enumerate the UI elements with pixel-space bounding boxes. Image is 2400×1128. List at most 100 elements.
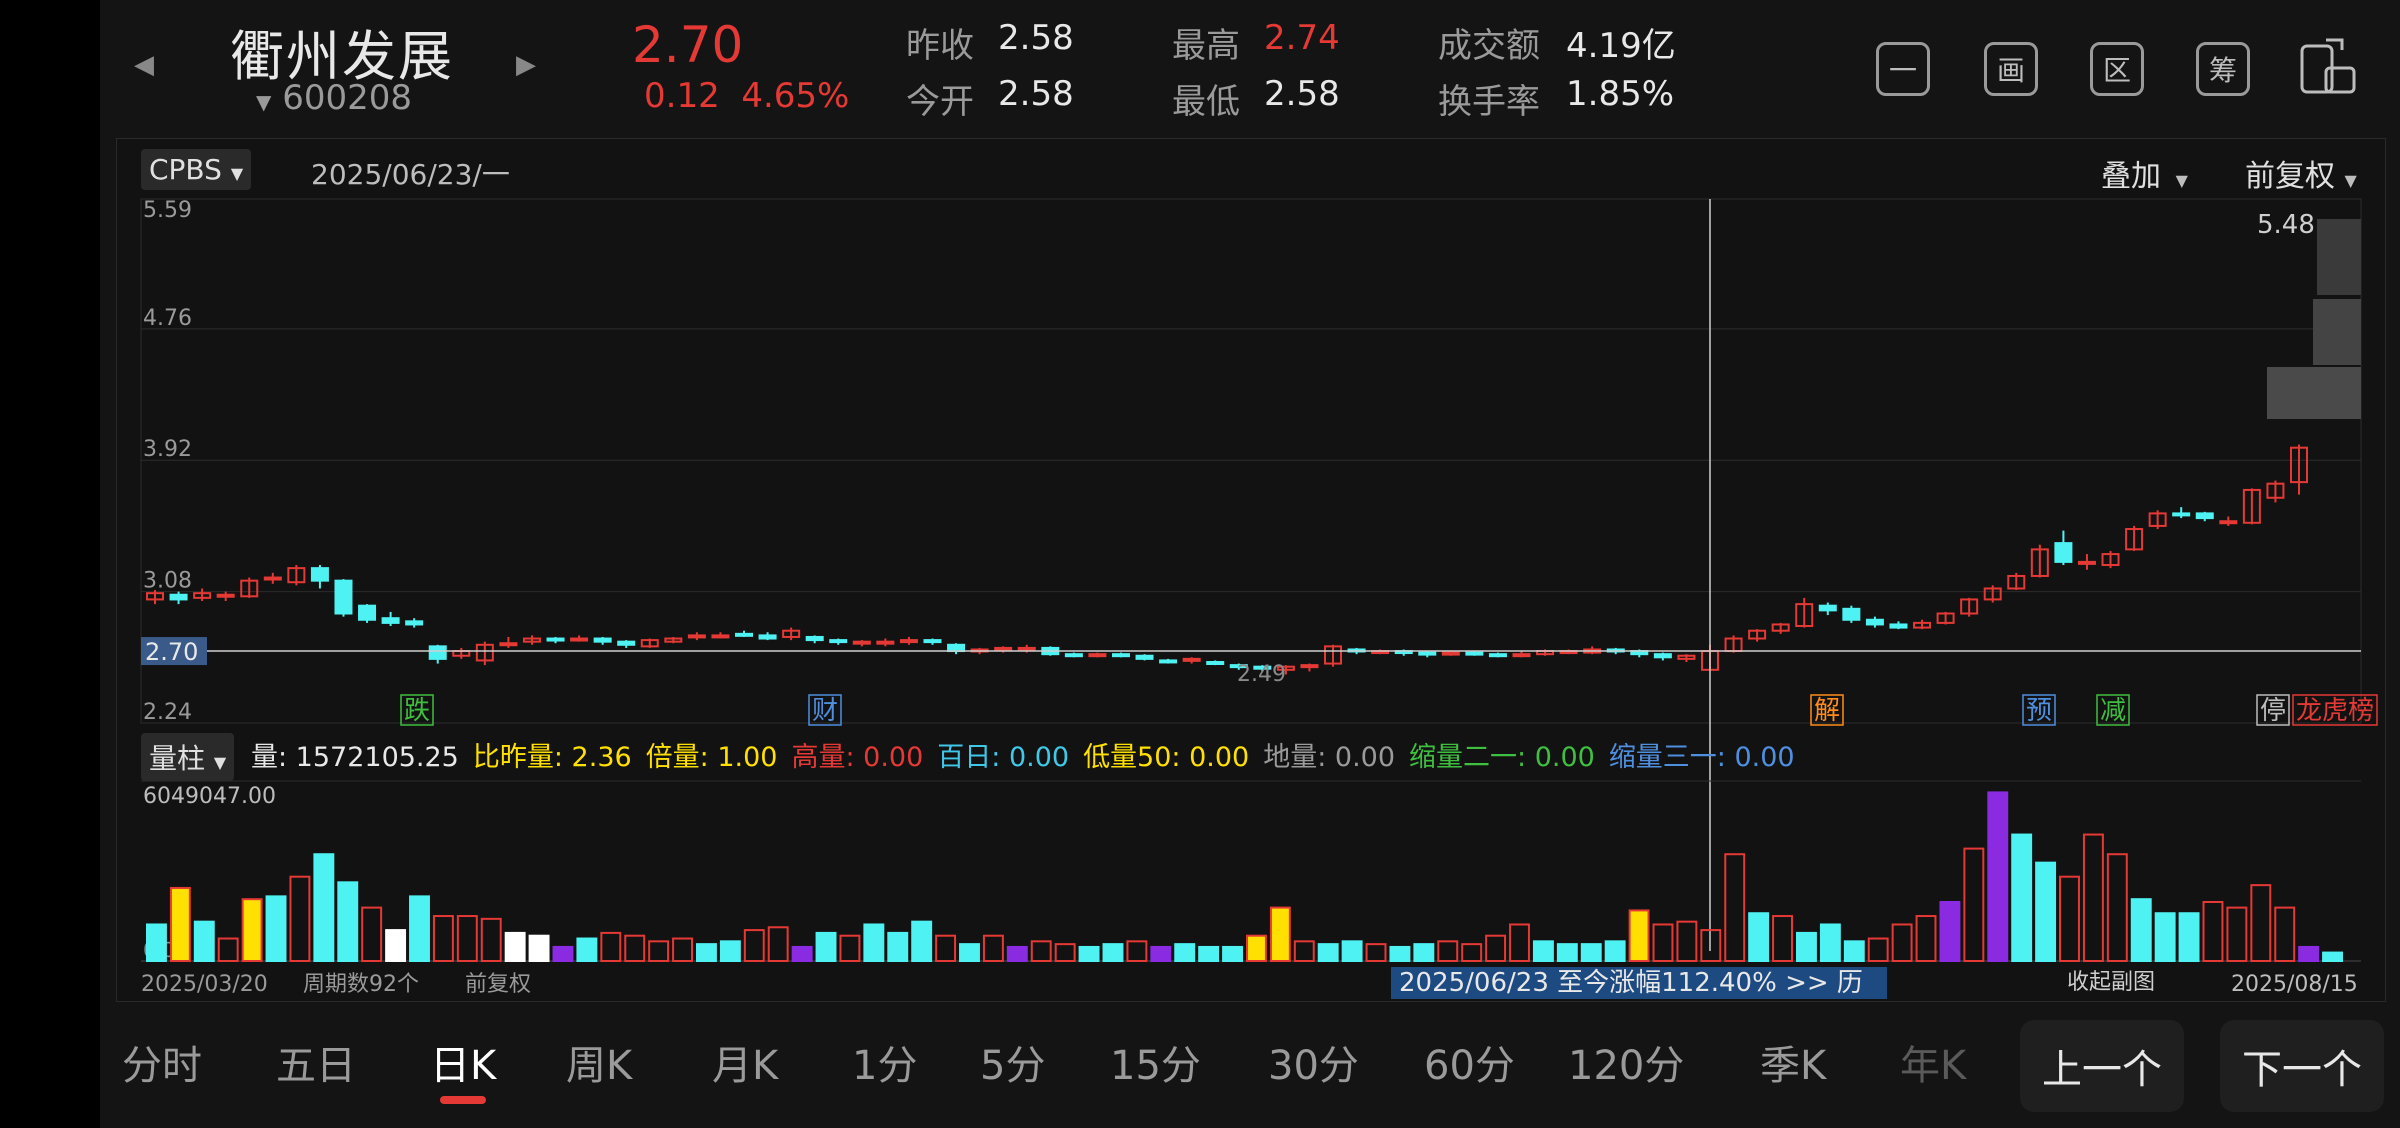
candle-body <box>1182 657 1201 662</box>
volume-bar <box>696 943 717 963</box>
candle-body <box>617 640 636 646</box>
candle-body <box>1206 660 1225 665</box>
prev-stock-arrow[interactable]: ◀ <box>134 50 154 80</box>
stat-value: 2.74 <box>1264 18 1340 58</box>
timeframe-tab[interactable]: 120分 <box>1568 1043 1685 1089</box>
volume-bar <box>1006 945 1028 963</box>
candle-body <box>2148 512 2167 527</box>
volume-bar <box>1365 943 1387 963</box>
timeframe-tab[interactable]: 60分 <box>1424 1043 1515 1089</box>
volume-bar <box>146 923 167 962</box>
candle-body <box>2101 553 2120 567</box>
candle-body <box>2007 574 2026 590</box>
timeframe-tab[interactable]: 日K <box>430 1043 497 1089</box>
minus-button[interactable]: 一 <box>1876 42 1930 96</box>
event-tag: 财 <box>812 696 838 726</box>
chips-button[interactable]: 筹 <box>2196 42 2250 96</box>
volume-bar <box>1030 940 1052 962</box>
candle-body <box>2054 542 2073 563</box>
timeframe-tab[interactable]: 周K <box>566 1043 633 1089</box>
candle-body <box>2242 488 2261 524</box>
adjust-selector[interactable]: 前复权 ▼ <box>2245 151 2357 195</box>
event-tag-frame <box>1810 694 1844 726</box>
candle-body <box>310 567 329 582</box>
candle-body <box>876 640 895 645</box>
overlay-selector[interactable]: 叠加 ▼ <box>2101 151 2188 195</box>
candle-body <box>1818 604 1837 612</box>
volume-bar <box>1915 915 1937 962</box>
candle-body <box>334 579 353 615</box>
volume-bar <box>576 937 598 963</box>
stat-value: 2.58 <box>998 18 1074 58</box>
rotate-screen-icon[interactable] <box>2296 34 2360 98</box>
volume-bar <box>767 926 789 963</box>
prev-button[interactable]: 上一个 <box>2020 1020 2184 1112</box>
volume-bar <box>1078 945 1100 963</box>
volume-bar <box>2178 912 2200 962</box>
depth-block <box>2313 299 2361 365</box>
timeframe-tab[interactable]: 15分 <box>1110 1043 1201 1089</box>
next-stock-arrow[interactable]: ▶ <box>516 50 536 80</box>
volume-bar <box>289 875 311 962</box>
volume-bar <box>385 929 407 962</box>
timeframe-tab[interactable]: 1分 <box>852 1043 918 1089</box>
volume-bar <box>2106 853 2128 963</box>
event-tag: 龙虎榜 <box>2296 696 2374 726</box>
current-price-label: 2.70 <box>145 638 198 666</box>
volume-type-selector[interactable]: 量柱 ▼ <box>141 733 235 781</box>
overlay-label: 叠加 <box>2101 159 2161 194</box>
volume-bar <box>1772 915 1793 962</box>
volume-bar <box>648 940 670 962</box>
stat-label: 今开 <box>906 82 974 122</box>
volume-bar <box>1843 940 1865 962</box>
volume-bar <box>432 915 454 962</box>
event-tag: 减 <box>2100 696 2126 726</box>
candle-body <box>1748 629 1767 640</box>
volume-bar <box>624 934 646 963</box>
timeframe-tab[interactable]: 分时 <box>122 1043 202 1089</box>
kline-chart[interactable]: 5.59 4.76 3.92 3.08 2.24 2.70 5.48 2.49 跌 财 解 预 减 停龙虎… <box>117 139 2385 1001</box>
max-price-label: 5.48 <box>2257 210 2315 240</box>
candle-body <box>1488 653 1507 658</box>
range-button[interactable]: 区 <box>2090 42 2144 96</box>
candle-body <box>1111 653 1130 658</box>
chevron-down-icon: ▼ <box>213 753 227 772</box>
timeframe-tab[interactable]: 年K <box>1900 1043 1967 1089</box>
candle-body <box>2125 528 2144 551</box>
candle-body <box>1865 618 1884 626</box>
timeframe-tab[interactable]: 5分 <box>980 1043 1046 1089</box>
candle-body <box>428 645 447 660</box>
volume-legend-item: 高量: 0.00 <box>791 742 924 773</box>
timeframe-tab[interactable]: 30分 <box>1268 1043 1359 1089</box>
candle-body <box>758 634 777 640</box>
candle-body <box>570 637 589 642</box>
volume-bar <box>1293 940 1315 962</box>
stock-code-row[interactable]: ▼ 600208 <box>256 78 412 118</box>
stat-value: 4.19亿 <box>1566 26 1676 66</box>
draw-button[interactable]: 画 <box>1984 42 2038 96</box>
volume-bar <box>409 895 430 962</box>
timeframe-tab[interactable]: 季K <box>1760 1043 1827 1089</box>
volume-bar <box>1509 923 1530 962</box>
volume-bar <box>1413 943 1435 963</box>
price-tick-label: 3.92 <box>143 437 192 462</box>
candle-body <box>923 639 942 644</box>
volume-bar <box>672 937 694 963</box>
volume-bar <box>1532 940 1554 962</box>
volume-bar <box>1317 943 1339 963</box>
candle-body <box>1088 653 1107 658</box>
timeframe-tab[interactable]: 五日 <box>276 1043 356 1089</box>
next-button[interactable]: 下一个 <box>2220 1020 2384 1112</box>
timeframe-tab[interactable]: 月K <box>712 1043 779 1089</box>
event-tag-frame <box>2292 694 2378 726</box>
chart-panel[interactable]: CPBS ▼ 2025/06/23/一 叠加 ▼ 前复权 ▼ 5.59 4.76 3… <box>116 138 2386 1002</box>
volume-bar <box>982 934 1004 963</box>
volume-bar <box>217 937 239 963</box>
volume-bar <box>1604 940 1626 962</box>
indicator-selector[interactable]: CPBS ▼ <box>141 149 252 190</box>
volume-bar <box>1580 943 1602 963</box>
event-tag: 解 <box>1814 696 1840 726</box>
period-count-label: 周期数92个 <box>303 972 419 997</box>
app-root: ◀ 衢州发展 ▼ 600208 ▶ 2.70 0.12 4.65% 昨收 2.58… <box>100 0 2400 1128</box>
adjust-label: 前复权 <box>2245 159 2335 194</box>
